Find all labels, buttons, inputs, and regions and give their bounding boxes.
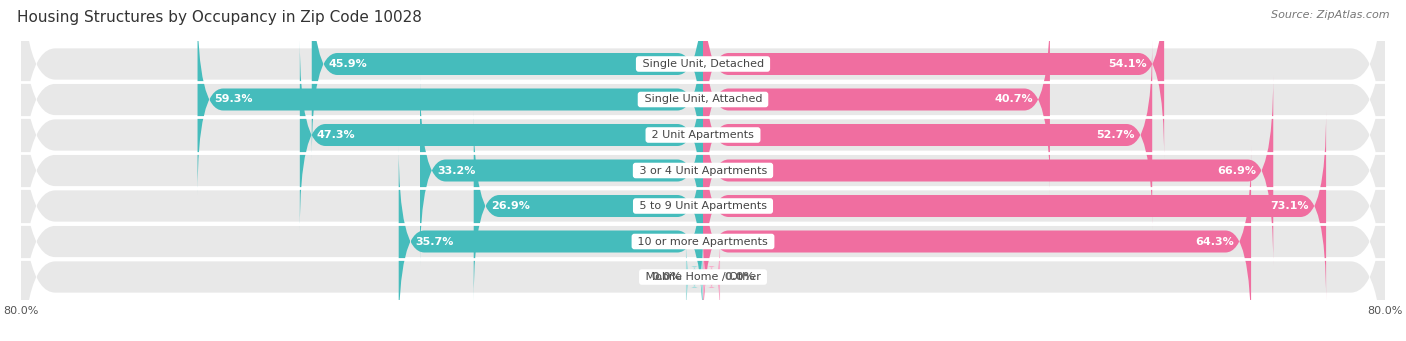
Text: 66.9%: 66.9% [1218,165,1256,176]
Text: 10 or more Apartments: 10 or more Apartments [634,237,772,247]
FancyBboxPatch shape [21,115,1385,341]
Text: 33.2%: 33.2% [437,165,475,176]
Text: 3 or 4 Unit Apartments: 3 or 4 Unit Apartments [636,165,770,176]
FancyBboxPatch shape [474,110,703,301]
Text: Mobile Home / Other: Mobile Home / Other [641,272,765,282]
FancyBboxPatch shape [703,4,1050,195]
FancyBboxPatch shape [21,0,1385,226]
Text: 64.3%: 64.3% [1195,237,1234,247]
Text: 5 to 9 Unit Apartments: 5 to 9 Unit Apartments [636,201,770,211]
Text: 45.9%: 45.9% [329,59,367,69]
Text: 40.7%: 40.7% [994,94,1033,104]
FancyBboxPatch shape [399,146,703,337]
FancyBboxPatch shape [703,0,1164,160]
Text: 26.9%: 26.9% [491,201,530,211]
Text: 35.7%: 35.7% [416,237,454,247]
FancyBboxPatch shape [420,75,703,266]
FancyBboxPatch shape [21,9,1385,262]
Text: Source: ZipAtlas.com: Source: ZipAtlas.com [1271,10,1389,20]
Text: 47.3%: 47.3% [316,130,356,140]
Text: 54.1%: 54.1% [1108,59,1147,69]
FancyBboxPatch shape [703,40,1152,231]
Text: Single Unit, Attached: Single Unit, Attached [641,94,765,104]
FancyBboxPatch shape [21,79,1385,332]
Text: 52.7%: 52.7% [1097,130,1135,140]
FancyBboxPatch shape [703,75,1274,266]
Text: 0.0%: 0.0% [724,272,755,282]
FancyBboxPatch shape [197,4,703,195]
FancyBboxPatch shape [703,110,1326,301]
Text: 73.1%: 73.1% [1271,201,1309,211]
FancyBboxPatch shape [299,40,703,231]
FancyBboxPatch shape [21,44,1385,297]
FancyBboxPatch shape [21,0,1385,190]
FancyBboxPatch shape [21,151,1385,341]
FancyBboxPatch shape [703,235,720,319]
Text: 0.0%: 0.0% [651,272,682,282]
FancyBboxPatch shape [703,146,1251,337]
Text: 2 Unit Apartments: 2 Unit Apartments [648,130,758,140]
FancyBboxPatch shape [686,235,703,319]
FancyBboxPatch shape [312,0,703,160]
Text: 59.3%: 59.3% [215,94,253,104]
Text: Single Unit, Detached: Single Unit, Detached [638,59,768,69]
Text: Housing Structures by Occupancy in Zip Code 10028: Housing Structures by Occupancy in Zip C… [17,10,422,25]
